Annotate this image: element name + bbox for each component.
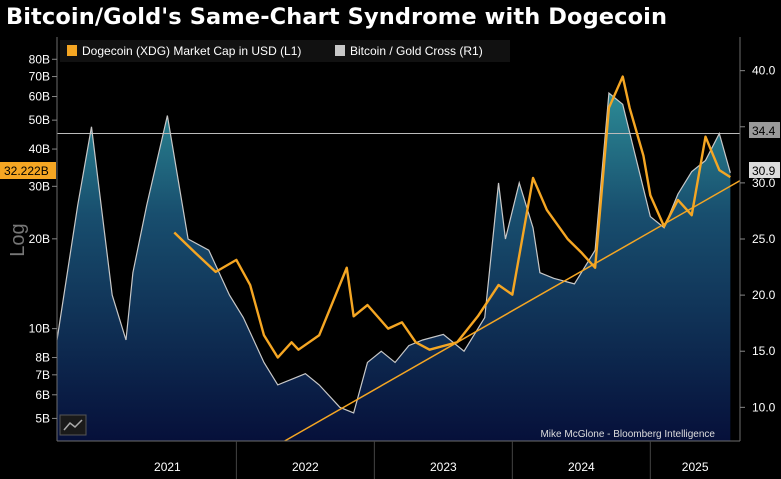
last-value-labels: 32.222B 30.9 34.4 bbox=[0, 122, 780, 179]
btc-gold-last-value-badge bbox=[749, 162, 780, 178]
legend-background bbox=[60, 40, 510, 62]
x-axis-ticks: 2021 2022 2023 2024 2025 bbox=[154, 441, 709, 479]
x-tick-label-4: 2025 bbox=[682, 460, 709, 474]
legend-label-doge: Dogecoin (XDG) Market Cap in USD (L1) bbox=[82, 44, 301, 58]
reference-line-badge bbox=[749, 122, 780, 138]
right-tick-label-2: 30.0 bbox=[752, 176, 776, 190]
line-chart-icon bbox=[63, 419, 83, 431]
left-tick-label-8: 8B bbox=[35, 351, 50, 365]
chart-title: Bitcoin/Gold's Same-Chart Syndrome with … bbox=[6, 4, 668, 30]
legend-swatch-btc-gold bbox=[335, 45, 345, 56]
btc-gold-area bbox=[57, 93, 731, 441]
right-tick-label-6: 10.0 bbox=[752, 400, 776, 414]
series-line-doge bbox=[173, 75, 731, 359]
reference-line-value: 34.4 bbox=[752, 124, 776, 138]
doge-last-value-badge bbox=[0, 162, 56, 179]
right-tick-label-4: 20.0 bbox=[752, 288, 776, 302]
x-tick-label-0: 2021 bbox=[154, 460, 181, 474]
left-tick-label-9: 7B bbox=[35, 368, 50, 382]
support-trendline bbox=[284, 179, 741, 442]
left-tick-label-11: 5B bbox=[35, 411, 50, 425]
x-tick-label-1: 2022 bbox=[292, 460, 319, 474]
series-layer bbox=[56, 75, 731, 414]
left-tick-label-0: 80B bbox=[29, 52, 50, 66]
source-note: Mike McGlone - Bloomberg Intelligence bbox=[540, 429, 715, 440]
left-tick-label-2: 60B bbox=[29, 90, 50, 104]
chart-toolbar-icon[interactable] bbox=[59, 414, 87, 436]
left-tick-label-10: 6B bbox=[35, 388, 50, 402]
btc-gold-area-fill bbox=[57, 93, 731, 441]
right-tick-label-5: 15.0 bbox=[752, 344, 776, 358]
left-tick-label-3: 50B bbox=[29, 113, 50, 127]
legend-label-btc-gold: Bitcoin / Gold Cross (R1) bbox=[350, 44, 483, 58]
legend-swatch-doge bbox=[67, 45, 77, 56]
left-tick-label-5: 30B bbox=[29, 179, 50, 193]
x-tick-label-3: 2024 bbox=[568, 460, 595, 474]
chart-legend: Dogecoin (XDG) Market Cap in USD (L1) Bi… bbox=[60, 40, 510, 62]
series-line-btc-gold bbox=[56, 91, 731, 414]
left-tick-label-7: 10B bbox=[29, 322, 50, 336]
right-tick-label-3: 25.0 bbox=[752, 232, 776, 246]
left-axis-label: Log bbox=[7, 223, 29, 256]
btc-gold-last-value: 30.9 bbox=[752, 164, 776, 178]
left-axis-ticks: 80B 70B 60B 50B 40B 30B 20B 10B 8B 7B 6B 5B bbox=[29, 52, 57, 425]
right-axis-ticks: 40.035.030.025.020.015.010.0 bbox=[740, 64, 776, 414]
right-tick-label-0: 40.0 bbox=[752, 64, 776, 78]
left-tick-label-4: 40B bbox=[29, 142, 50, 156]
trendline-layer bbox=[284, 179, 741, 442]
left-tick-label-1: 70B bbox=[29, 70, 50, 84]
x-tick-label-2: 2023 bbox=[430, 460, 457, 474]
doge-last-value: 32.222B bbox=[4, 164, 49, 178]
left-tick-label-6: 20B bbox=[29, 232, 50, 246]
